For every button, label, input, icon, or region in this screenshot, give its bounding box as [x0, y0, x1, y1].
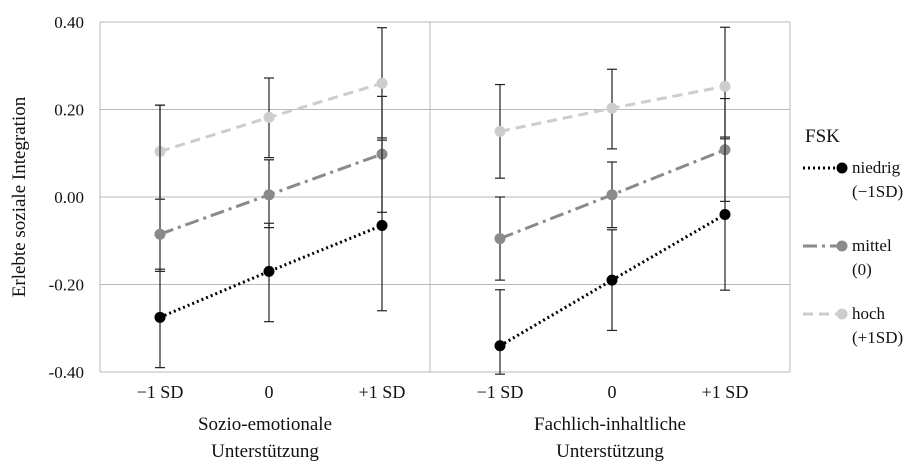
- data-point: [154, 311, 166, 323]
- data-point: [154, 228, 166, 240]
- panel-1-series-2: [154, 27, 388, 200]
- panel-2-series-0: [494, 138, 731, 375]
- y-axis-ticks: 0.40 0.20 0.00 -0.20 -0.40: [49, 13, 84, 382]
- legend-label: mittel: [852, 236, 892, 255]
- data-point: [494, 125, 506, 137]
- panel-2-x-title-line1: Fachlich-inhaltliche: [534, 414, 686, 435]
- panel-2-x-tick-2: +1 SD: [702, 382, 749, 402]
- y-tick-label-0: 0.40: [54, 13, 84, 32]
- legend-entry-2: hoch (+1SD): [803, 304, 903, 347]
- legend-swatch-marker: [836, 240, 848, 252]
- data-point: [494, 340, 506, 352]
- panel-2: −1 SD 0 +1 SD Fachlich-inhaltliche Unterstüt…: [477, 26, 749, 462]
- plot-frames: [99, 22, 791, 372]
- panel-2-x-title-line2: Unterstützung: [556, 441, 664, 462]
- legend-entry-1: mittel (0): [803, 236, 892, 279]
- data-point: [606, 102, 618, 114]
- panel-1-x-tick-0: −1 SD: [137, 382, 184, 402]
- legend-label: niedrig: [852, 158, 901, 177]
- legend-sublabel: (+1SD): [852, 328, 903, 347]
- data-point: [376, 219, 388, 231]
- legend-title: FSK: [805, 126, 840, 147]
- data-point: [494, 233, 506, 245]
- legend-swatch-marker: [836, 308, 848, 320]
- panel-1-series-0: [154, 139, 388, 369]
- y-tick-label-4: -0.40: [49, 363, 84, 382]
- panels: −1 SD 0 +1 SD Sozio-emotionale Unterstützung…: [137, 26, 749, 462]
- panel-1-x-title-line1: Sozio-emotionale: [198, 414, 332, 435]
- panel-1-series-1: [154, 95, 388, 272]
- panel-1: −1 SD 0 +1 SD Sozio-emotionale Unterstützung: [137, 27, 406, 462]
- data-point: [263, 111, 275, 123]
- y-axis-title: Erlebte soziale Integration: [9, 96, 30, 297]
- panel-2-x-tick-1: 0: [608, 382, 617, 402]
- legend-sublabel: (−1SD): [852, 182, 903, 201]
- panel-1-x-tick-1: 0: [265, 382, 274, 402]
- gridlines: [100, 21, 790, 373]
- legend-label: hoch: [852, 304, 886, 323]
- y-tick-label-1: 0.20: [54, 101, 84, 120]
- y-tick-label-3: -0.20: [49, 276, 84, 295]
- data-point: [606, 274, 618, 286]
- legend: FSK niedrig (−1SD) mittel (0) hoch (+1SD): [803, 126, 903, 347]
- data-point: [376, 77, 388, 89]
- data-point: [263, 265, 275, 277]
- data-point: [719, 80, 731, 92]
- panel-1-x-title-line2: Unterstützung: [211, 441, 319, 462]
- panel-1-x-tick-2: +1 SD: [359, 382, 406, 402]
- panel-2-series-2: [494, 26, 731, 179]
- series-line: [499, 213, 726, 348]
- y-tick-label-2: 0.00: [54, 188, 84, 207]
- panel-2-x-tick-0: −1 SD: [477, 382, 524, 402]
- legend-sublabel: (0): [852, 260, 872, 279]
- legend-entry-0: niedrig (−1SD): [803, 158, 903, 201]
- legend-swatch-marker: [836, 162, 848, 174]
- data-point: [263, 189, 275, 201]
- data-point: [606, 189, 618, 201]
- data-point: [719, 209, 731, 220]
